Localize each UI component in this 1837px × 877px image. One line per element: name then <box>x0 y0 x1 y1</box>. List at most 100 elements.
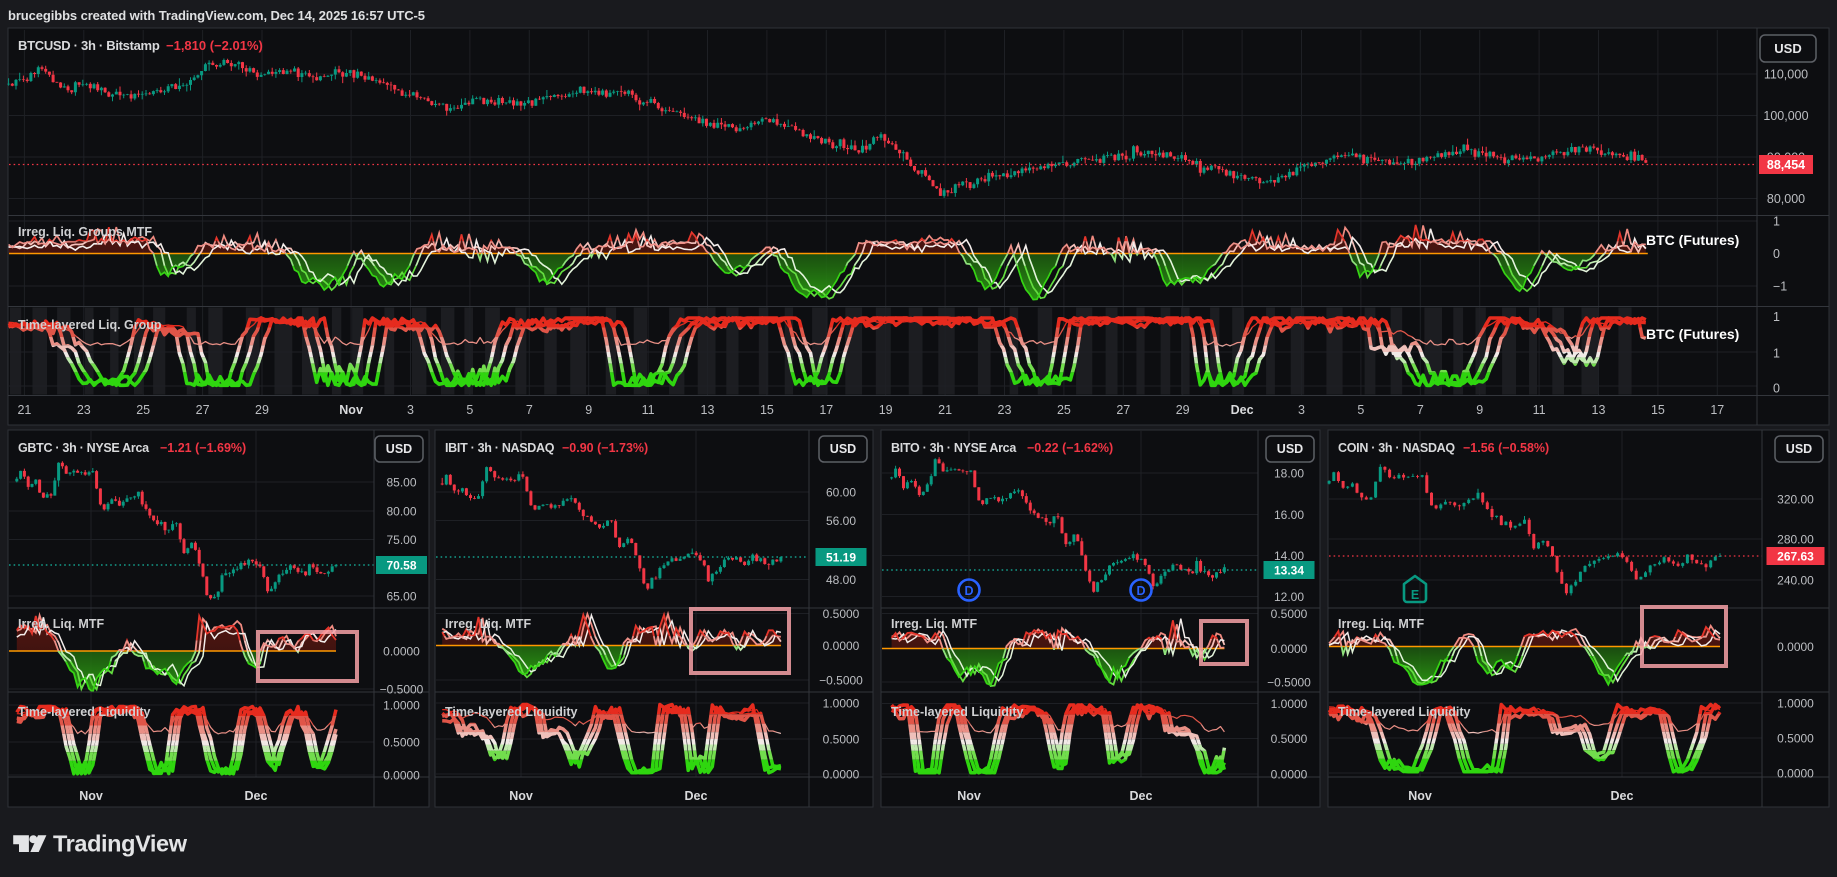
svg-text:Nov: Nov <box>509 789 533 803</box>
svg-text:65.00: 65.00 <box>386 590 416 604</box>
svg-text:23: 23 <box>77 403 91 417</box>
svg-text:0.0000: 0.0000 <box>823 768 860 782</box>
svg-text:Irreg. Liq. MTF: Irreg. Liq. MTF <box>445 617 531 631</box>
svg-text:3: 3 <box>1298 403 1305 417</box>
svg-text:320.00: 320.00 <box>1777 493 1814 507</box>
svg-text:−1.21 (−1.69%): −1.21 (−1.69%) <box>160 441 246 455</box>
svg-text:Time-layered Liq. Group: Time-layered Liq. Group <box>18 318 162 332</box>
svg-text:240.00: 240.00 <box>1777 574 1814 588</box>
svg-text:18.00: 18.00 <box>1274 467 1304 481</box>
svg-text:Nov: Nov <box>339 403 363 417</box>
svg-text:9: 9 <box>1476 403 1483 417</box>
svg-text:0.0000: 0.0000 <box>1271 642 1308 656</box>
svg-text:Nov: Nov <box>957 789 981 803</box>
svg-text:23: 23 <box>998 403 1012 417</box>
svg-text:BTC (Futures): BTC (Futures) <box>1646 326 1739 342</box>
svg-text:Nov: Nov <box>79 789 103 803</box>
svg-text:BTCUSD · 3h · Bitstamp: BTCUSD · 3h · Bitstamp <box>18 38 160 53</box>
svg-text:Time-layered Liquidity: Time-layered Liquidity <box>891 705 1023 719</box>
svg-text:Dec: Dec <box>1130 789 1153 803</box>
svg-text:17: 17 <box>819 403 833 417</box>
svg-text:48.00: 48.00 <box>826 573 856 587</box>
svg-text:IBIT · 3h · NASDAQ: IBIT · 3h · NASDAQ <box>445 441 555 455</box>
svg-text:USD: USD <box>386 442 412 456</box>
svg-text:Time-layered Liquidity: Time-layered Liquidity <box>1338 705 1470 719</box>
svg-text:0: 0 <box>1773 247 1780 261</box>
svg-text:1.0000: 1.0000 <box>1777 697 1814 711</box>
svg-text:1.0000: 1.0000 <box>1271 697 1308 711</box>
svg-text:Time-layered Liquidity: Time-layered Liquidity <box>445 705 577 719</box>
svg-text:80.00: 80.00 <box>386 505 416 519</box>
svg-text:D: D <box>964 584 973 598</box>
svg-text:0.0000: 0.0000 <box>383 645 420 659</box>
svg-text:5: 5 <box>1357 403 1364 417</box>
svg-text:17: 17 <box>1710 403 1724 417</box>
svg-text:Irreg. Liq. MTF: Irreg. Liq. MTF <box>891 617 977 631</box>
svg-text:11: 11 <box>642 403 655 417</box>
svg-text:−0.5000: −0.5000 <box>1267 676 1311 690</box>
svg-text:11: 11 <box>1533 403 1546 417</box>
svg-text:15: 15 <box>760 403 774 417</box>
svg-text:110,000: 110,000 <box>1764 68 1808 82</box>
svg-text:21: 21 <box>938 403 952 417</box>
svg-text:BITO · 3h · NYSE Arca: BITO · 3h · NYSE Arca <box>891 441 1017 455</box>
svg-text:1: 1 <box>1773 347 1780 361</box>
svg-text:Nov: Nov <box>1408 789 1432 803</box>
svg-text:brucegibbs created with Tradin: brucegibbs created with TradingView.com,… <box>8 8 425 23</box>
svg-text:9: 9 <box>585 403 592 417</box>
svg-text:0.0000: 0.0000 <box>823 639 860 653</box>
svg-text:Time-layered Liquidity: Time-layered Liquidity <box>18 705 150 719</box>
svg-text:0.0000: 0.0000 <box>1271 768 1308 782</box>
svg-text:0.5000: 0.5000 <box>823 733 860 747</box>
svg-text:3: 3 <box>407 403 414 417</box>
svg-text:7: 7 <box>526 403 533 417</box>
svg-text:7: 7 <box>1417 403 1424 417</box>
svg-text:0.0000: 0.0000 <box>1777 767 1814 781</box>
svg-text:56.00: 56.00 <box>826 514 856 528</box>
svg-text:75.00: 75.00 <box>386 533 416 547</box>
svg-text:0.5000: 0.5000 <box>383 736 420 750</box>
svg-text:Dec: Dec <box>685 789 708 803</box>
svg-text:280.00: 280.00 <box>1777 533 1814 547</box>
svg-text:−0.5000: −0.5000 <box>819 674 863 688</box>
svg-text:1.0000: 1.0000 <box>823 697 860 711</box>
svg-text:0: 0 <box>1773 382 1780 396</box>
svg-text:51.19: 51.19 <box>826 551 856 565</box>
svg-text:USD: USD <box>1786 442 1812 456</box>
svg-text:Irreg. Liq. MTF: Irreg. Liq. MTF <box>18 617 104 631</box>
svg-text:USD: USD <box>1774 41 1801 56</box>
svg-text:COIN · 3h · NASDAQ: COIN · 3h · NASDAQ <box>1338 441 1455 455</box>
svg-text:60.00: 60.00 <box>826 486 856 500</box>
svg-text:BTC (Futures): BTC (Futures) <box>1646 232 1739 248</box>
svg-text:29: 29 <box>255 403 269 417</box>
svg-text:−0.90 (−1.73%): −0.90 (−1.73%) <box>562 441 648 455</box>
svg-text:25: 25 <box>1057 403 1071 417</box>
svg-text:Dec: Dec <box>245 789 268 803</box>
svg-text:85.00: 85.00 <box>386 476 416 490</box>
svg-text:267.63: 267.63 <box>1777 550 1814 564</box>
svg-text:Irreg. Liq. MTF: Irreg. Liq. MTF <box>1338 617 1424 631</box>
svg-text:GBTC · 3h · NYSE Arca: GBTC · 3h · NYSE Arca <box>18 441 150 455</box>
svg-text:0.5000: 0.5000 <box>1777 732 1814 746</box>
svg-text:0.5000: 0.5000 <box>1271 607 1308 621</box>
svg-text:25: 25 <box>136 403 150 417</box>
svg-text:TradingView: TradingView <box>53 831 188 857</box>
svg-text:USD: USD <box>830 442 856 456</box>
svg-text:1: 1 <box>1773 215 1780 229</box>
svg-text:−1: −1 <box>1773 280 1787 294</box>
svg-text:13: 13 <box>1592 403 1606 417</box>
svg-text:15: 15 <box>1651 403 1665 417</box>
svg-text:19: 19 <box>879 403 893 417</box>
svg-text:USD: USD <box>1277 442 1303 456</box>
svg-text:0.5000: 0.5000 <box>1271 732 1308 746</box>
svg-text:80,000: 80,000 <box>1767 192 1805 206</box>
svg-text:−0.5000: −0.5000 <box>380 683 424 697</box>
svg-text:88,454: 88,454 <box>1767 158 1805 172</box>
svg-text:100,000: 100,000 <box>1763 109 1808 123</box>
svg-text:21: 21 <box>17 403 31 417</box>
svg-text:Dec: Dec <box>1231 403 1254 417</box>
svg-text:5: 5 <box>466 403 473 417</box>
svg-text:−0.22 (−1.62%): −0.22 (−1.62%) <box>1027 441 1113 455</box>
svg-text:13.34: 13.34 <box>1274 564 1304 578</box>
svg-text:13: 13 <box>701 403 715 417</box>
